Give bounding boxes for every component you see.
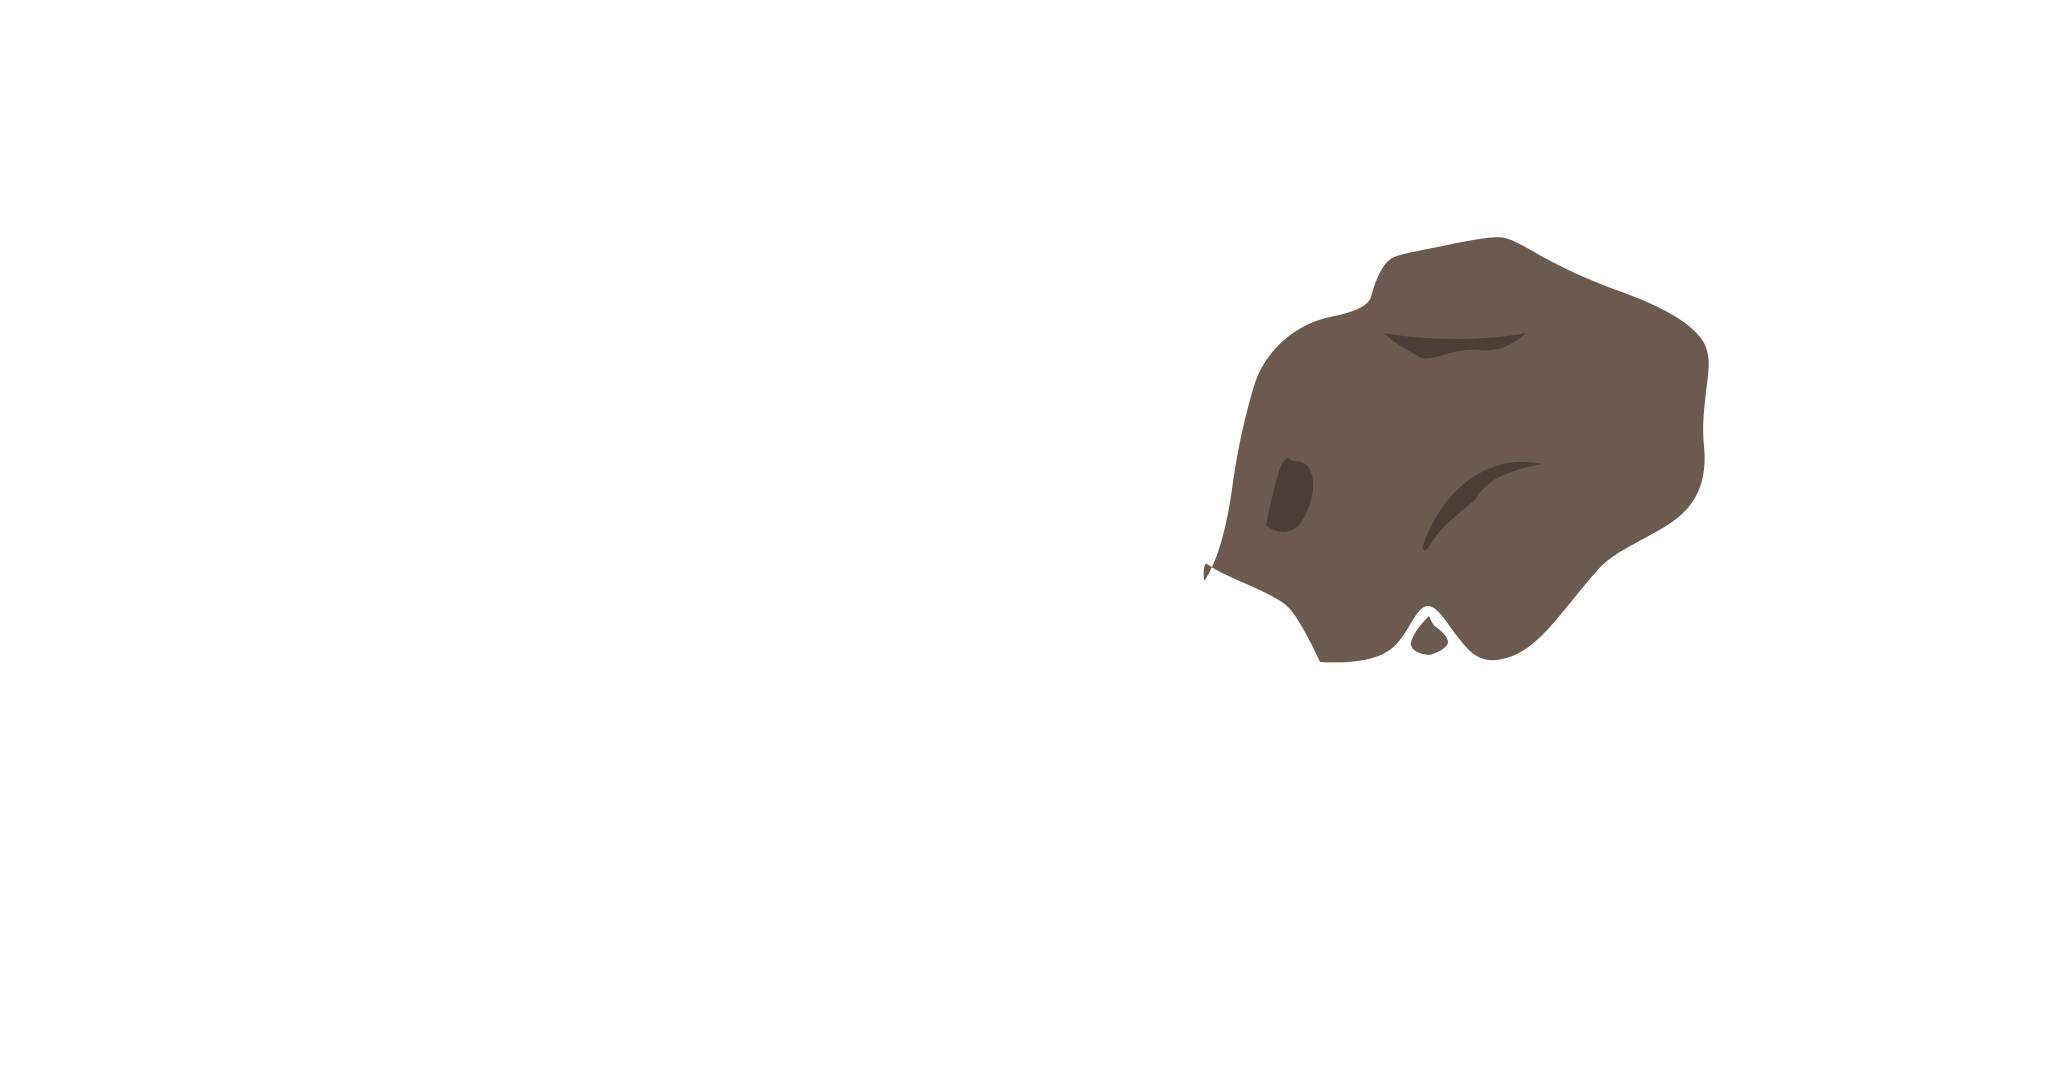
rock-pebble — [1411, 616, 1448, 655]
rock-body — [1203, 237, 1709, 663]
rock-crease-top — [1384, 333, 1526, 359]
rock-crack-right — [1422, 461, 1542, 551]
rock-crack-left — [1266, 458, 1314, 532]
